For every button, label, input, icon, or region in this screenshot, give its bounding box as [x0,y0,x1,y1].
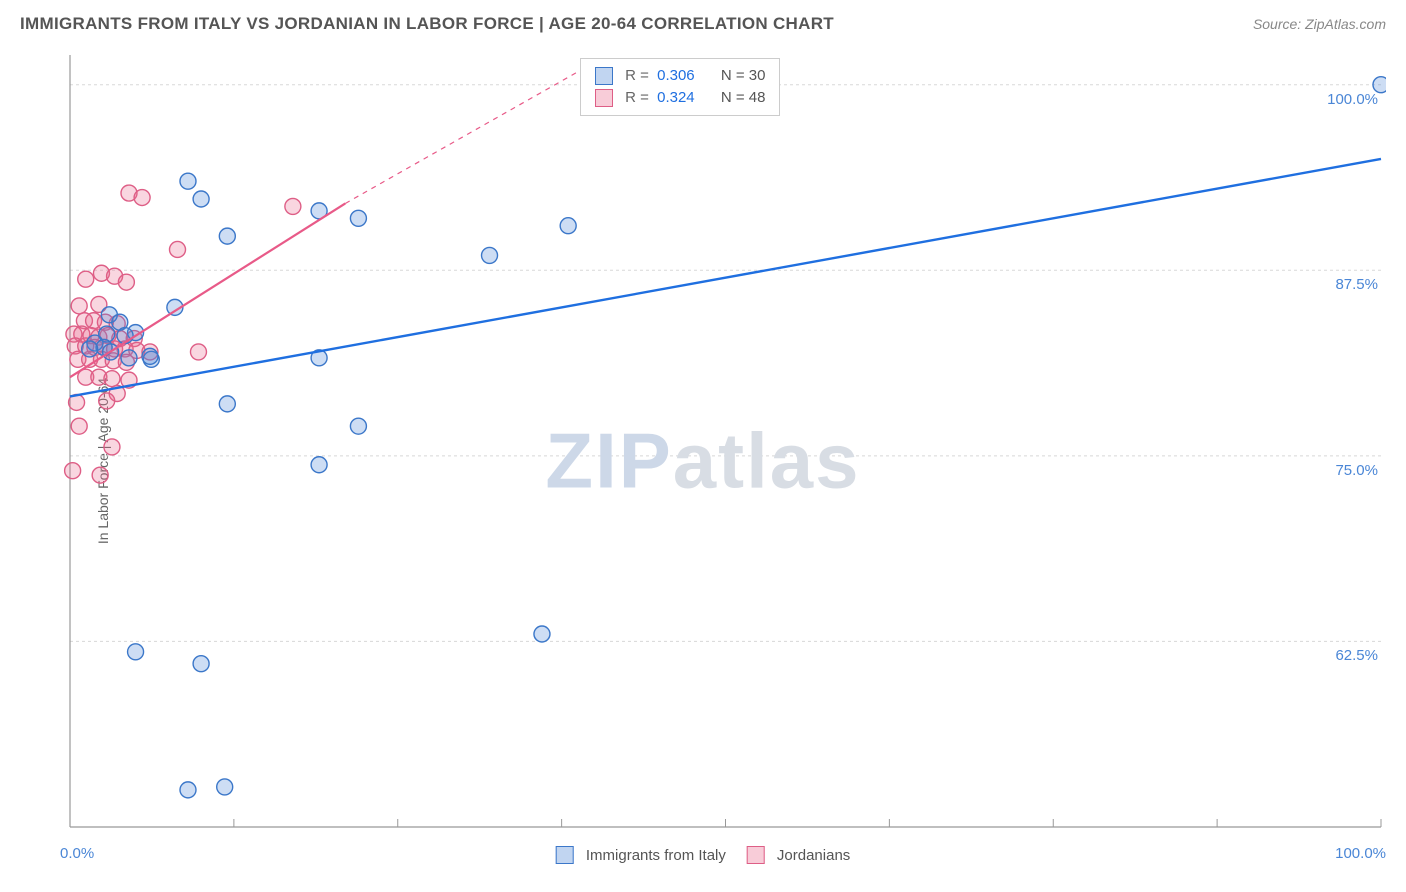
y-tick-label: 75.0% [1335,462,1378,479]
series-legend: Immigrants from Italy Jordanians [556,846,851,864]
swatch-icon [556,846,574,864]
swatch-icon [595,67,613,85]
x-axis-max-label: 100.0% [1335,845,1386,862]
chart-title: IMMIGRANTS FROM ITALY VS JORDANIAN IN LA… [20,14,834,34]
legend-row-jordanians: R = 0.324 N = 48 [595,87,765,109]
swatch-icon [747,846,765,864]
y-tick-label: 100.0% [1327,91,1378,108]
legend-label: Jordanians [777,847,850,864]
y-tick-label: 87.5% [1335,276,1378,293]
chart-header: IMMIGRANTS FROM ITALY VS JORDANIAN IN LA… [0,0,1406,44]
chart-area: In Labor Force | Age 20-64 ZIPatlas R = … [20,50,1386,872]
legend-label: Immigrants from Italy [586,847,726,864]
y-tick-label: 62.5% [1335,647,1378,664]
x-axis-min-label: 0.0% [60,845,94,862]
source-label: Source: ZipAtlas.com [1253,16,1386,32]
scatter-plot [60,50,1386,832]
stats-legend: R = 0.306 N = 30 R = 0.324 N = 48 [580,58,780,116]
swatch-icon [595,89,613,107]
legend-row-italy: R = 0.306 N = 30 [595,65,765,87]
